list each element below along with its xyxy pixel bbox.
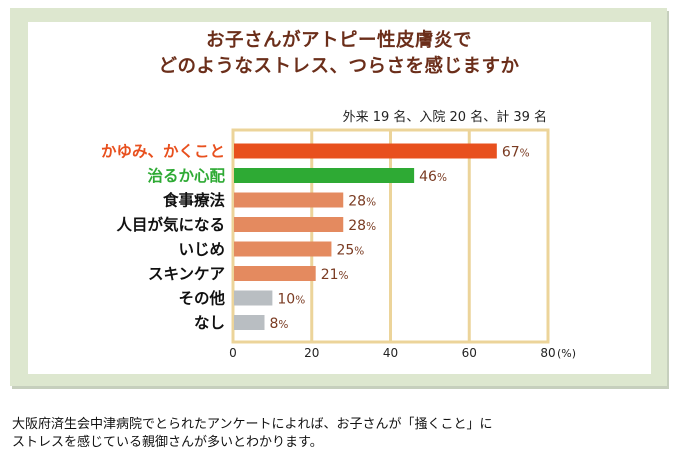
value-label-7: 8% (270, 316, 289, 332)
value-label-1: 46% (419, 169, 447, 185)
category-label-5: スキンケア (148, 265, 225, 283)
x-tick-label-40: 40 (383, 346, 398, 360)
category-label-1: 治るか心配 (147, 166, 225, 185)
x-tick-label-0: 0 (229, 346, 237, 360)
category-label-7: なし (194, 314, 225, 332)
footnote: 大阪府済生会中津病院でとられたアンケートによれば、お子さんが「掻くこと」に スト… (12, 416, 672, 452)
value-label-0: 67% (502, 145, 530, 161)
value-label-4: 25% (336, 243, 364, 259)
x-tick-label-20: 20 (304, 346, 319, 360)
value-label-5: 21% (321, 267, 349, 283)
x-tick-label-60: 60 (462, 346, 477, 360)
value-label-2: 28% (348, 194, 376, 210)
bar-5 (234, 266, 316, 281)
footnote-line-1: 大阪府済生会中津病院でとられたアンケートによれば、お子さんが「掻くこと」に (12, 417, 493, 432)
bar-6 (234, 290, 273, 306)
category-label-0: かゆみ、かくこと (101, 143, 225, 161)
chart-title-line-1: お子さんがアトピー性皮膚炎で (205, 30, 472, 51)
bar-1 (234, 168, 415, 183)
bar-7 (234, 315, 265, 330)
x-tick-label-80: 80 (540, 346, 555, 360)
category-label-3: 人目が気になる (116, 215, 225, 234)
chart-title: お子さんがアトピー性皮膚炎で どのようなストレス、つらさを感じますか (0, 28, 678, 80)
value-label-3: 28% (348, 218, 376, 234)
footnote-line-2: ストレスを感じている親御さんが多いとわかります。 (12, 435, 323, 450)
category-label-6: その他 (178, 289, 225, 308)
sample-size-note: 外来 19 名、入院 20 名、計 39 名 (342, 110, 547, 125)
value-label-6: 10% (277, 292, 305, 308)
category-label-2: 食事療法 (162, 191, 225, 210)
category-label-4: いじめ (178, 241, 225, 259)
x-axis-unit: (%) (557, 347, 576, 360)
bar-4 (234, 241, 332, 257)
bar-2 (234, 192, 344, 208)
chart-title-line-2: どのようなストレス、つらさを感じますか (158, 56, 520, 77)
bar-0 (234, 143, 497, 159)
bar-3 (234, 217, 344, 232)
